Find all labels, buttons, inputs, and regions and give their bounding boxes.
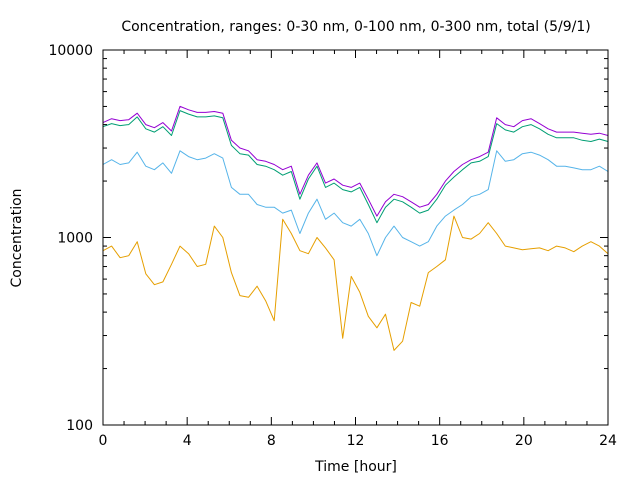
- x-tick-label: 0: [99, 433, 108, 449]
- series-line-0-30-nm: [102, 215, 609, 351]
- x-tick-label: 8: [267, 433, 276, 449]
- series-line-total: [102, 105, 609, 217]
- plot-frame: [102, 49, 609, 426]
- y-tick-label: 10000: [48, 43, 93, 59]
- x-tick-label: 4: [183, 433, 192, 449]
- y-tick-label: 1000: [57, 231, 93, 247]
- x-tick-label: 12: [347, 433, 365, 449]
- chart-title: Concentration, ranges: 0-30 nm, 0-100 nm…: [121, 19, 590, 35]
- series-layer: [102, 105, 609, 351]
- x-tick-label: 16: [431, 433, 449, 449]
- y-axis-label: Concentration: [9, 188, 25, 287]
- y-axis: 100 1000 10000: [48, 43, 608, 434]
- series-line-0-300-nm: [102, 110, 609, 224]
- series-line-0-100-nm: [102, 150, 609, 257]
- x-axis: 0 4 8 12 16 20 24: [99, 50, 617, 449]
- y-tick-label: 100: [66, 418, 93, 434]
- x-tick-label: 20: [515, 433, 533, 449]
- x-axis-label: Time [hour]: [314, 459, 397, 475]
- x-tick-label: 24: [599, 433, 617, 449]
